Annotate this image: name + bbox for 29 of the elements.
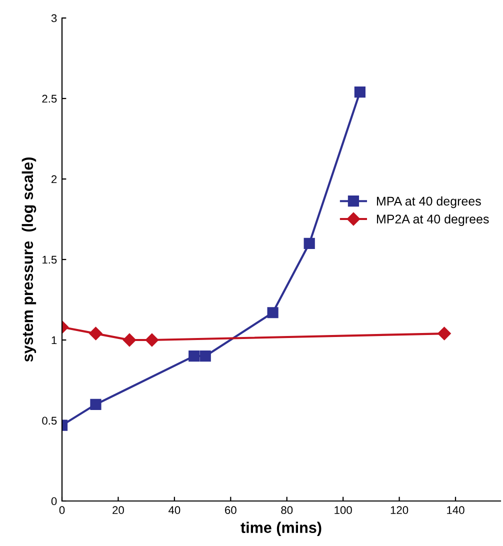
y-tick-label: 2 [52, 175, 57, 184]
point [89, 326, 102, 340]
point [267, 307, 278, 318]
x-tick-label: 40 [168, 506, 180, 514]
point [90, 398, 102, 410]
x-tick-label: 100 [334, 506, 352, 514]
point [188, 350, 200, 362]
y-tick-label: 1.5 [42, 256, 57, 264]
x-tick-label: 60 [225, 506, 236, 514]
legend-label: MPA at 40 degrees [376, 196, 481, 208]
legend-label: MP2A at 40 degrees [376, 214, 489, 226]
point [438, 326, 451, 340]
y-tick-label: 1 [52, 336, 57, 344]
point [304, 238, 315, 249]
point [200, 350, 211, 362]
x-tick-label: 0 [59, 506, 65, 514]
y-axis-title: system pressure (log scale) [22, 158, 36, 362]
x-tick-label: 20 [112, 506, 124, 514]
y-tick-label: 0.5 [42, 416, 57, 425]
x-axis-title: time (mins) [240, 522, 322, 536]
x-tick-label: 80 [281, 506, 293, 514]
point [122, 333, 136, 347]
x-tick-label: 140 [447, 506, 464, 514]
y-tick-label: 2.5 [42, 94, 57, 103]
x-tick-label: 120 [390, 506, 408, 514]
y-tick-label: 0 [51, 497, 57, 506]
point [354, 86, 366, 98]
y-tick-label: 3 [51, 14, 57, 22]
point [145, 333, 159, 347]
